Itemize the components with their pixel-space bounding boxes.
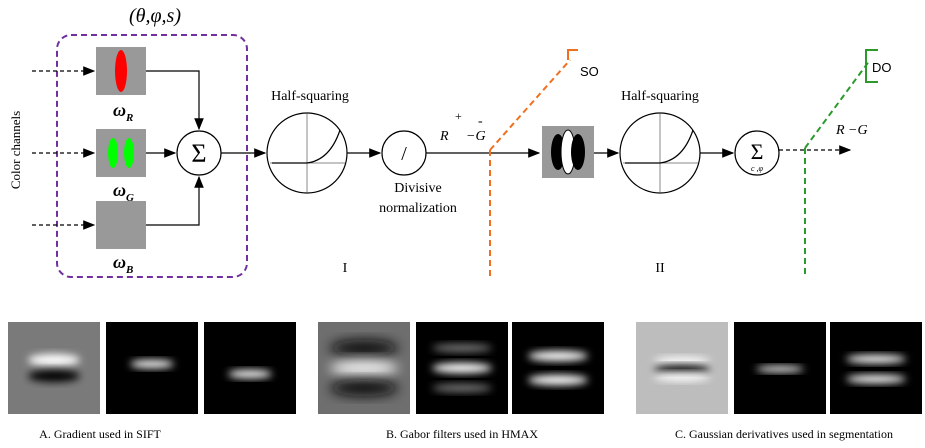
params: (θ,φ,s)	[129, 5, 181, 27]
divisive-node	[381, 130, 427, 176]
weight-r: ωR	[113, 100, 133, 124]
sum-node	[176, 130, 222, 176]
output-2: R −G	[835, 123, 868, 138]
stage-2-label: II	[655, 261, 665, 276]
filter-group	[56, 34, 248, 278]
do-filter	[542, 126, 594, 178]
weight-b: ωB	[113, 252, 133, 276]
sum-symbol-2: Σ	[751, 139, 764, 164]
inputs	[32, 66, 96, 230]
half-squaring-1	[266, 112, 348, 194]
output-g: −G	[466, 129, 486, 144]
example-images	[8, 322, 922, 414]
so-label: SO	[580, 64, 599, 79]
weight-g: ωG	[113, 180, 134, 204]
divisive-symbol: /	[401, 143, 407, 165]
input-label: Color channels	[8, 111, 23, 189]
sum-symbol: Σ	[191, 139, 206, 168]
nonlinearity-1: Half-squaring	[271, 89, 349, 104]
stage-1-label: I	[343, 261, 348, 276]
half-squaring-2	[619, 112, 701, 194]
normalization-2: normalization	[379, 201, 457, 216]
output-r: R	[439, 129, 449, 144]
sum-node-2	[734, 130, 780, 176]
caption-a: A. Gradient used in SIFT	[39, 427, 161, 441]
caption-b: B. Gabor filters used in HMAX	[386, 427, 538, 441]
connectors	[146, 70, 852, 226]
weight-boxes	[96, 47, 146, 249]
caption-c: C. Gaussian derivatives used in segmenta…	[675, 427, 893, 441]
do-tap	[804, 49, 878, 278]
output-minus: -	[478, 114, 483, 129]
do-label: DO	[872, 60, 892, 75]
nonlinearity-2: Half-squaring	[621, 89, 699, 104]
normalization-1: Divisive	[394, 181, 441, 196]
so-tap	[489, 49, 578, 278]
output-plus: +	[455, 109, 462, 123]
sum-sub-2: c ,φ	[751, 164, 764, 173]
